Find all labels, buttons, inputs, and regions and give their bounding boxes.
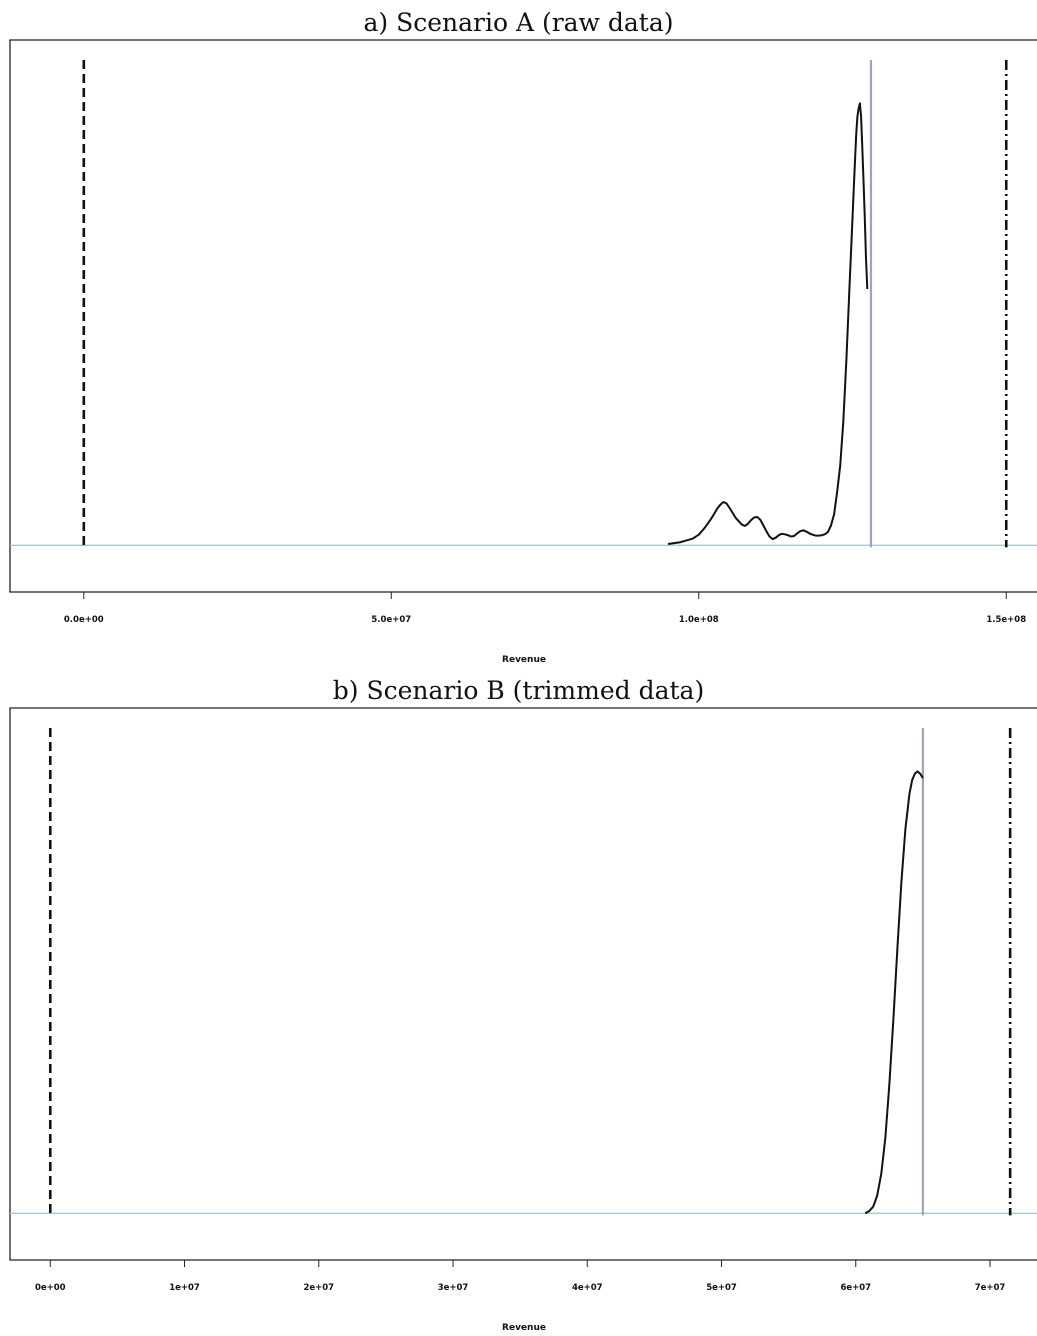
x-tick-label: 1.5e+08 xyxy=(986,615,1026,625)
density-curve xyxy=(864,770,924,1215)
x-tick-label: 5.0e+07 xyxy=(371,615,411,625)
x-tick-label: 0e+00 xyxy=(35,1283,66,1293)
x-tick-label: 2e+07 xyxy=(303,1283,334,1293)
plot-frame xyxy=(9,39,1037,593)
chart-title: b) Scenario B (trimmed data) xyxy=(332,676,705,705)
x-tick-label: 1e+07 xyxy=(169,1283,200,1293)
density-curve xyxy=(667,102,869,545)
x-tick-label: 0.0e+00 xyxy=(64,615,104,625)
chart-panel-b: b) Scenario B (trimmed data) 0e+00 1e+07 2… xyxy=(0,668,1037,1336)
chart-title: a) Scenario A (raw data) xyxy=(363,8,674,37)
x-tick-label: 4e+07 xyxy=(572,1283,603,1293)
x-tick-label: 5e+07 xyxy=(706,1283,737,1293)
x-axis-label: Revenue xyxy=(502,1323,546,1333)
x-axis-label: Revenue xyxy=(502,655,546,665)
x-tick-label: 1.0e+08 xyxy=(679,615,719,625)
x-tick-label: 7e+07 xyxy=(975,1283,1006,1293)
plot-frame xyxy=(9,707,1037,1261)
chart-plot-b: 0e+00 1e+07 2e+07 3e+07 4e+07 5e+07 6e+07 7e+07… xyxy=(9,707,1037,1333)
x-tick-label: 3e+07 xyxy=(438,1283,469,1293)
chart-plot-a: 0.0e+00 5.0e+07 1.0e+08 1.5e+08 Revenue xyxy=(9,39,1037,665)
x-tick-label: 6e+07 xyxy=(840,1283,871,1293)
chart-panel-a: a) Scenario A (raw data) 0.0e+00 5.0e+07 1… xyxy=(9,8,1037,665)
